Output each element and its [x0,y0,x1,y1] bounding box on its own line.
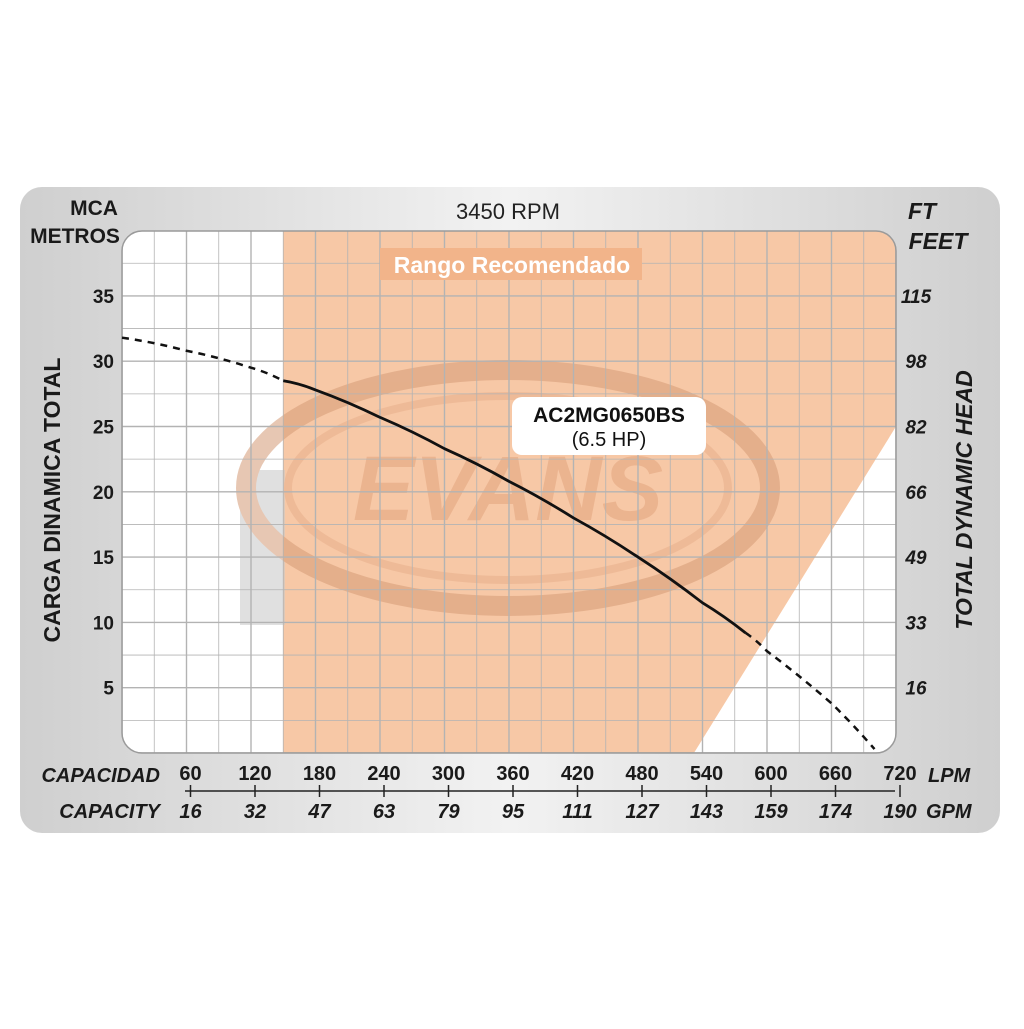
x-secondary-axis-label: CAPACITY [59,801,161,823]
y-right-tick: 115 [901,287,932,308]
y-left-tick: 35 [93,287,115,308]
rpm-subtitle: 3450 RPM [456,199,560,224]
x-secondary-tick: 95 [502,801,525,823]
x-primary-tick: 240 [367,763,400,785]
y-right-tick: 33 [905,613,927,634]
x-primary-tick: 660 [819,763,852,785]
x-secondary-tick: 16 [179,801,202,823]
x-secondary-tick-labels: 16 32 47 63 79 95 111 127 143 159 174 190 [179,801,916,823]
x-secondary-tick: 47 [307,801,331,823]
y-left-axis-title: CARGA DINAMICA TOTAL [39,358,65,643]
y-right-tick: 98 [905,352,927,373]
x-primary-tick: 720 [883,763,916,785]
recommended-range-label: Rango Recomendado [394,252,630,278]
y-left-tick: 15 [93,548,115,569]
x-secondary-tick: 63 [373,801,395,823]
x-primary-tick: 420 [561,763,594,785]
x-primary-tick: 60 [179,763,201,785]
y-right-tick: 66 [905,483,927,504]
y-right-unit-line2: FEET [909,228,970,254]
y-left-tick: 25 [93,418,115,439]
x-primary-unit: LPM [928,765,972,787]
y-right-unit-line1: FT [908,198,938,224]
x-scale-divider-ticks [189,785,901,797]
performance-curve-dashed-right [744,631,876,750]
model-label-box [512,397,706,455]
recommended-range-area [283,231,896,753]
x-primary-axis-label: CAPACIDAD [41,765,160,787]
performance-curve [283,379,747,634]
model-power: (6.5 HP) [572,429,646,451]
x-secondary-tick: 127 [625,801,659,823]
y-left-tick: 20 [93,483,114,504]
y-right-tick: 82 [905,418,927,439]
x-primary-tick-labels: 60 120 180 240 300 360 420 480 540 600 660 720 [179,763,916,785]
x-secondary-tick: 111 [562,801,592,823]
y-right-tick: 16 [905,679,927,700]
y-left-unit-line1: MCA [70,197,118,220]
x-secondary-tick: 190 [883,801,916,823]
model-name: AC2MG0650BS [533,404,685,427]
plot-border [121,230,897,754]
x-primary-tick: 480 [625,763,658,785]
x-secondary-tick: 79 [437,801,460,823]
y-left-tick: 30 [93,352,114,373]
x-primary-tick: 180 [303,763,336,785]
x-secondary-tick: 174 [819,801,852,823]
x-secondary-tick: 32 [244,801,266,823]
x-primary-tick: 120 [238,763,271,785]
y-left-tick-labels: 5 10 15 20 25 30 35 [93,287,115,700]
x-primary-tick: 540 [690,763,723,785]
y-left-tick: 5 [103,679,114,700]
performance-curve-dashed-left [121,336,284,382]
plot-grid [122,231,896,753]
range-label-bg [380,248,642,280]
y-right-axis-title: TOTAL DYNAMIC HEAD [951,370,977,629]
y-right-tick: 49 [904,548,927,569]
x-primary-tick: 360 [496,763,529,785]
x-primary-tick: 300 [432,763,465,785]
x-secondary-tick: 143 [690,801,723,823]
x-secondary-tick: 159 [754,801,788,823]
y-left-unit-line2: METROS [30,225,120,248]
x-primary-tick: 600 [754,763,787,785]
x-secondary-unit: GPM [926,801,973,823]
y-right-tick-labels: 16 33 49 66 82 98 115 [901,287,932,700]
y-left-tick: 10 [93,613,114,634]
